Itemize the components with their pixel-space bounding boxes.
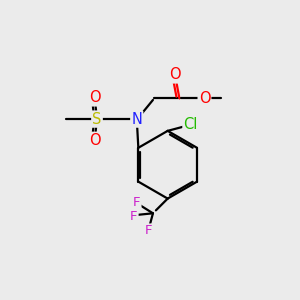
Text: O: O: [169, 68, 181, 82]
Text: N: N: [131, 112, 142, 127]
Text: S: S: [92, 112, 102, 127]
Text: O: O: [89, 133, 100, 148]
Text: F: F: [145, 224, 152, 238]
Text: O: O: [89, 90, 100, 105]
Text: O: O: [199, 91, 210, 106]
Text: F: F: [130, 210, 138, 223]
Text: Cl: Cl: [183, 117, 198, 132]
Text: F: F: [133, 196, 140, 209]
